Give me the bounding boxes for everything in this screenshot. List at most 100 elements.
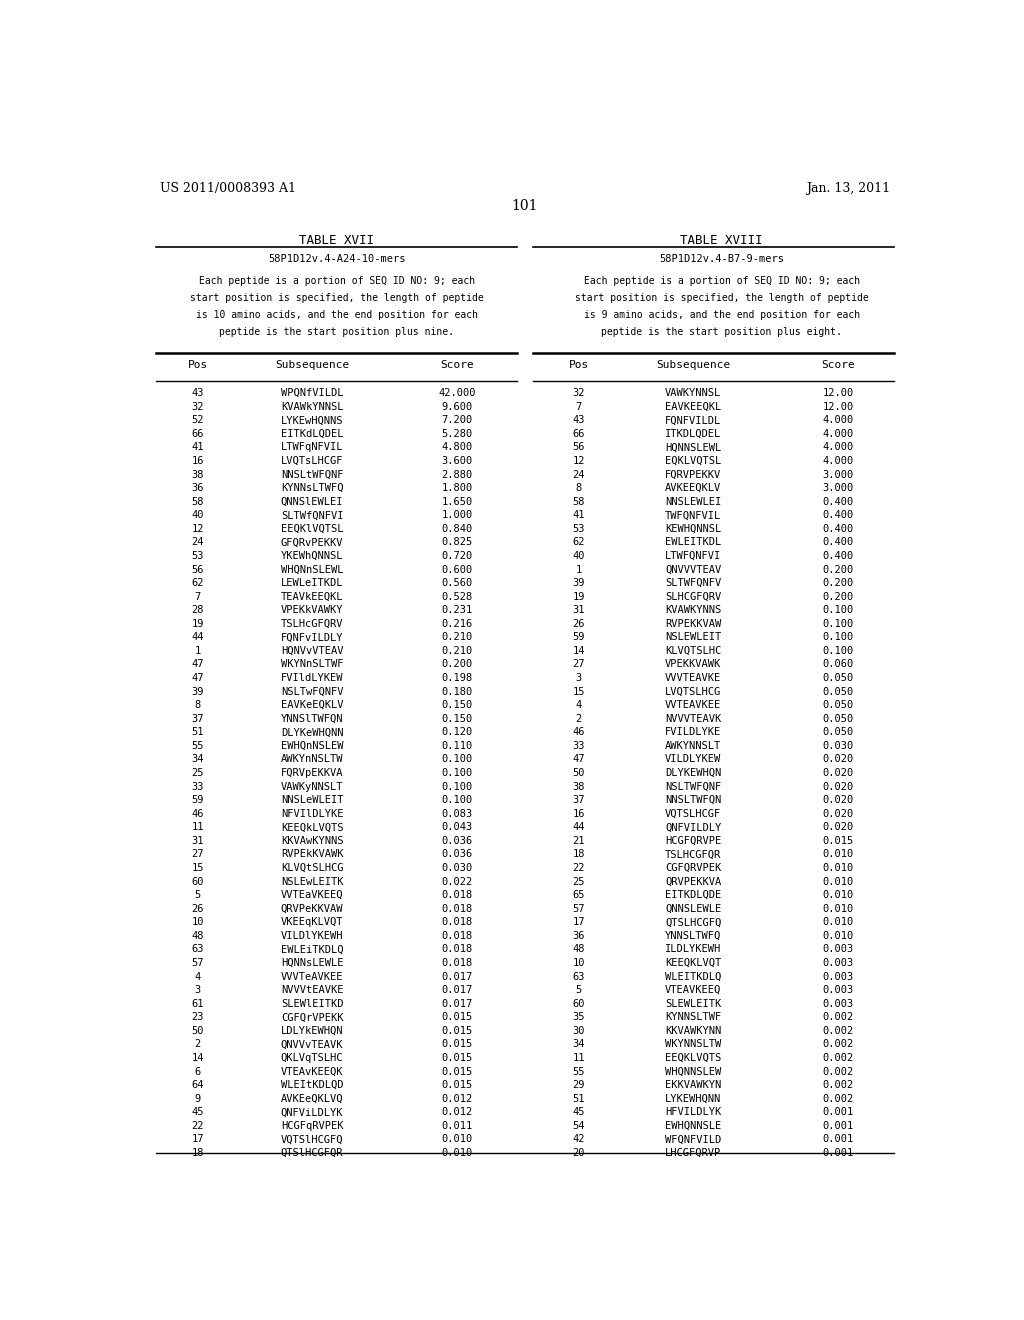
Text: 10: 10	[191, 917, 204, 927]
Text: 0.050: 0.050	[822, 700, 854, 710]
Text: 1.800: 1.800	[441, 483, 473, 494]
Text: 38: 38	[191, 470, 204, 479]
Text: TWFQNFVIL: TWFQNFVIL	[665, 511, 721, 520]
Text: 25: 25	[572, 876, 585, 887]
Text: 0.210: 0.210	[441, 632, 473, 643]
Text: NVVVTEAVK: NVVVTEAVK	[665, 714, 721, 723]
Text: NNSLeWLEIT: NNSLeWLEIT	[281, 795, 343, 805]
Text: 0.100: 0.100	[822, 605, 854, 615]
Text: LTWFqNFVIL: LTWFqNFVIL	[281, 442, 343, 453]
Text: AWKYNNSLT: AWKYNNSLT	[665, 741, 721, 751]
Text: 24: 24	[572, 470, 585, 479]
Text: 28: 28	[191, 605, 204, 615]
Text: 0.100: 0.100	[441, 768, 473, 777]
Text: 1.000: 1.000	[441, 511, 473, 520]
Text: 45: 45	[191, 1107, 204, 1117]
Text: KEEQKLVQT: KEEQKLVQT	[665, 958, 721, 968]
Text: 0.100: 0.100	[441, 795, 473, 805]
Text: 40: 40	[572, 550, 585, 561]
Text: WKYNnSLTWF: WKYNnSLTWF	[281, 660, 343, 669]
Text: 51: 51	[572, 1094, 585, 1104]
Text: 9: 9	[195, 1094, 201, 1104]
Text: 12.00: 12.00	[822, 401, 854, 412]
Text: 0.030: 0.030	[441, 863, 473, 873]
Text: CGFQRVPEK: CGFQRVPEK	[665, 863, 721, 873]
Text: EAVKEEQKL: EAVKEEQKL	[665, 401, 721, 412]
Text: 27: 27	[572, 660, 585, 669]
Text: 55: 55	[191, 741, 204, 751]
Text: 0.001: 0.001	[822, 1107, 854, 1117]
Text: QRVPEKKVA: QRVPEKKVA	[665, 876, 721, 887]
Text: WLEITKDLQ: WLEITKDLQ	[665, 972, 721, 982]
Text: 0.002: 0.002	[822, 1039, 854, 1049]
Text: 12: 12	[572, 455, 585, 466]
Text: QNVVVTEAV: QNVVVTEAV	[665, 565, 721, 574]
Text: KKVAWKYNN: KKVAWKYNN	[665, 1026, 721, 1036]
Text: 0.015: 0.015	[441, 1039, 473, 1049]
Text: CGFQrVPEKK: CGFQrVPEKK	[281, 1012, 343, 1022]
Text: 42: 42	[572, 1134, 585, 1144]
Text: EWHQnNSLEW: EWHQnNSLEW	[281, 741, 343, 751]
Text: 64: 64	[191, 1080, 204, 1090]
Text: 0.012: 0.012	[441, 1094, 473, 1104]
Text: 0.200: 0.200	[822, 591, 854, 602]
Text: ITKDLQDEL: ITKDLQDEL	[665, 429, 721, 438]
Text: NSLEwLEITK: NSLEwLEITK	[281, 876, 343, 887]
Text: GFQRvPEKKV: GFQRvPEKKV	[281, 537, 343, 548]
Text: VVVTeAVKEE: VVVTeAVKEE	[281, 972, 343, 982]
Text: 0.180: 0.180	[441, 686, 473, 697]
Text: 4.000: 4.000	[822, 429, 854, 438]
Text: 0.010: 0.010	[822, 931, 854, 941]
Text: 0.018: 0.018	[441, 890, 473, 900]
Text: NFVIlDLYKE: NFVIlDLYKE	[281, 809, 343, 818]
Text: 8: 8	[195, 700, 201, 710]
Text: Each peptide is a portion of SEQ ID NO: 9; each: Each peptide is a portion of SEQ ID NO: …	[199, 276, 475, 286]
Text: 10: 10	[572, 958, 585, 968]
Text: 46: 46	[191, 809, 204, 818]
Text: EAVKeEQKLV: EAVKeEQKLV	[281, 700, 343, 710]
Text: QNFVILDLY: QNFVILDLY	[665, 822, 721, 833]
Text: HQNNSLEWL: HQNNSLEWL	[665, 442, 721, 453]
Text: 15: 15	[191, 863, 204, 873]
Text: 0.100: 0.100	[441, 781, 473, 792]
Text: 23: 23	[191, 1012, 204, 1022]
Text: WKYNNSLTW: WKYNNSLTW	[665, 1039, 721, 1049]
Text: 0.083: 0.083	[441, 809, 473, 818]
Text: 0.010: 0.010	[822, 904, 854, 913]
Text: 0.003: 0.003	[822, 985, 854, 995]
Text: 0.003: 0.003	[822, 958, 854, 968]
Text: 0.010: 0.010	[822, 917, 854, 927]
Text: 0.010: 0.010	[822, 863, 854, 873]
Text: 0.043: 0.043	[441, 822, 473, 833]
Text: FQRVPEKKV: FQRVPEKKV	[665, 470, 721, 479]
Text: YNNSLTWFQ: YNNSLTWFQ	[665, 931, 721, 941]
Text: KLVQTSLHC: KLVQTSLHC	[665, 645, 721, 656]
Text: 51: 51	[191, 727, 204, 738]
Text: 58P1D12v.4-A24-10-mers: 58P1D12v.4-A24-10-mers	[268, 253, 406, 264]
Text: Score: Score	[821, 359, 855, 370]
Text: YNNSlTWFQN: YNNSlTWFQN	[281, 714, 343, 723]
Text: 54: 54	[572, 1121, 585, 1131]
Text: FQNFvILDLY: FQNFvILDLY	[281, 632, 343, 643]
Text: FQRVpEKKVA: FQRVpEKKVA	[281, 768, 343, 777]
Text: 3: 3	[195, 985, 201, 995]
Text: 0.020: 0.020	[822, 822, 854, 833]
Text: 59: 59	[572, 632, 585, 643]
Text: 56: 56	[572, 442, 585, 453]
Text: 101: 101	[512, 199, 538, 213]
Text: VPEKKVAWK: VPEKKVAWK	[665, 660, 721, 669]
Text: 0.017: 0.017	[441, 972, 473, 982]
Text: 53: 53	[572, 524, 585, 533]
Text: 0.018: 0.018	[441, 904, 473, 913]
Text: 0.060: 0.060	[822, 660, 854, 669]
Text: 0.010: 0.010	[441, 1148, 473, 1158]
Text: 18: 18	[191, 1148, 204, 1158]
Text: 0.560: 0.560	[441, 578, 473, 589]
Text: 29: 29	[572, 1080, 585, 1090]
Text: 66: 66	[191, 429, 204, 438]
Text: EITKDLQDE: EITKDLQDE	[665, 890, 721, 900]
Text: 0.200: 0.200	[822, 578, 854, 589]
Text: TSLHcGFQRV: TSLHcGFQRV	[281, 619, 343, 628]
Text: WFQNFVILD: WFQNFVILD	[665, 1134, 721, 1144]
Text: 3.600: 3.600	[441, 455, 473, 466]
